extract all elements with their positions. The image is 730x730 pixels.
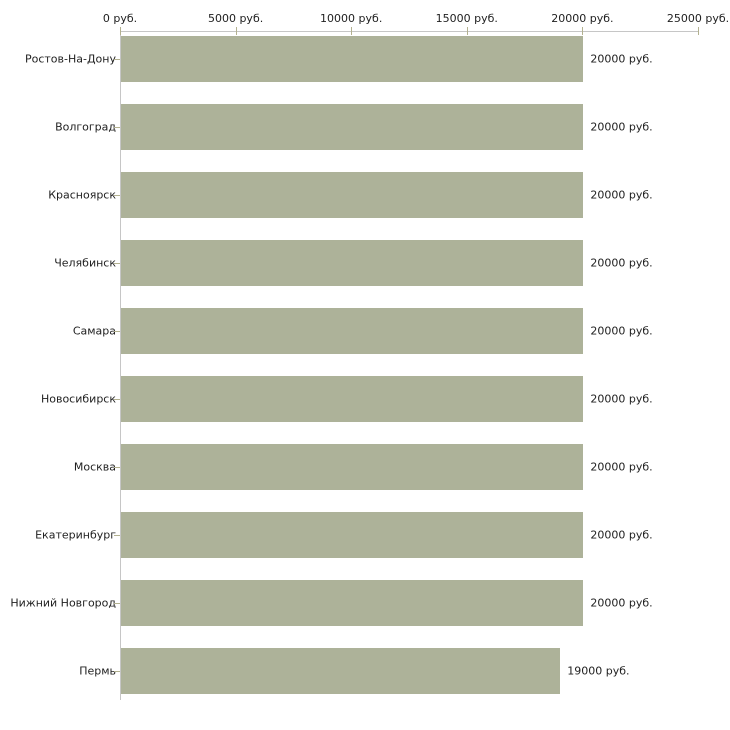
y-axis-tick-mark <box>114 603 120 604</box>
x-axis-tick-label: 15000 руб. <box>435 12 498 25</box>
bar <box>121 376 584 422</box>
x-axis-tick-label: 25000 руб. <box>666 12 730 25</box>
y-axis-tick-mark <box>114 127 120 128</box>
y-axis-tick-mark <box>114 467 120 468</box>
value-label: 20000 руб. <box>590 52 653 66</box>
bar <box>121 580 584 626</box>
value-label: 20000 руб. <box>590 392 653 406</box>
y-axis-tick-mark <box>114 535 120 536</box>
bar <box>121 512 584 558</box>
x-axis-tick-mark <box>466 27 468 35</box>
value-label: 19000 руб. <box>567 664 630 678</box>
bar <box>121 172 584 218</box>
category-label: Екатеринбург <box>35 528 116 542</box>
bar <box>121 308 584 354</box>
x-axis-tick-mark <box>235 27 237 35</box>
category-label: Москва <box>73 460 116 474</box>
bar <box>121 444 584 490</box>
bar <box>121 104 584 150</box>
category-label: Волгоград <box>55 120 116 134</box>
bar <box>121 240 584 286</box>
value-label: 20000 руб. <box>590 120 653 134</box>
y-axis-tick-mark <box>114 331 120 332</box>
y-axis-tick-mark <box>114 671 120 672</box>
category-label: Нижний Новгород <box>10 596 116 610</box>
y-axis-tick-mark <box>114 263 120 264</box>
x-axis-tick-label: 5000 руб. <box>207 12 264 25</box>
value-label: 20000 руб. <box>590 528 653 542</box>
x-axis-tick-label: 20000 руб. <box>551 12 614 25</box>
value-label: 20000 руб. <box>590 460 653 474</box>
x-axis-tick-mark <box>698 27 699 35</box>
category-label: Челябинск <box>54 256 116 270</box>
y-axis-tick-mark <box>114 399 120 400</box>
x-axis-line <box>120 31 699 32</box>
category-label: Ростов-На-Дону <box>24 52 116 66</box>
x-axis-tick-label: 0 руб. <box>102 12 138 25</box>
bar <box>121 648 561 694</box>
category-label: Пермь <box>79 664 116 678</box>
category-label: Новосибирск <box>40 392 116 406</box>
category-label: Красноярск <box>48 188 116 202</box>
value-label: 20000 руб. <box>590 256 653 270</box>
x-axis-tick-label: 10000 руб. <box>320 12 383 25</box>
y-axis-tick-mark <box>114 59 120 60</box>
bar <box>121 36 584 82</box>
value-label: 20000 руб. <box>590 188 653 202</box>
y-axis-tick-mark <box>114 195 120 196</box>
x-axis-tick-mark <box>120 27 121 35</box>
value-label: 20000 руб. <box>590 596 653 610</box>
x-axis-tick-mark <box>582 27 584 35</box>
x-axis-tick-mark <box>351 27 353 35</box>
category-label: Самара <box>72 324 116 338</box>
y-axis-line <box>120 31 121 700</box>
value-label: 20000 руб. <box>590 324 653 338</box>
